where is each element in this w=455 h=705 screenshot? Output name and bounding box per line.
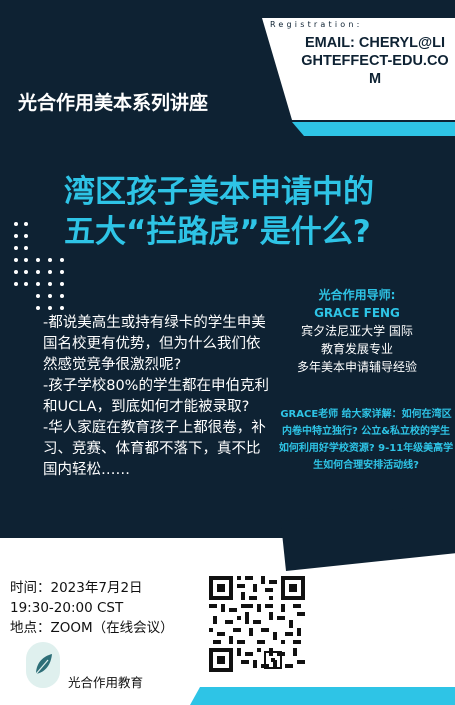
- mentor-credential-1: 宾夕法尼亚大学 国际: [301, 324, 413, 338]
- decorative-dots-icon: [14, 222, 64, 310]
- event-date: 时间：2023年7月2日: [10, 580, 143, 596]
- body-paragraph: -华人家庭在教育孩子上都很卷，补习、竞赛、体育都不落下，真不比国内轻松……: [43, 420, 266, 478]
- body-paragraph: -孩子学校80%的学生都在申伯克利和UCLA，到底如何才能被录取?: [43, 378, 269, 415]
- bottom-accent-stripe: [190, 687, 455, 705]
- mentor-credential-2: 教育发展专业: [320, 342, 393, 356]
- leaf-logo-icon: [26, 642, 60, 688]
- event-time: 19:30-20:00 CST: [10, 600, 124, 616]
- mentor-heading: 光合作用导师:: [318, 288, 396, 302]
- mentor-info: 光合作用导师: GRACE FENG 宾夕法尼亚大学 国际 教育发展专业 多年美…: [282, 286, 432, 376]
- registration-email[interactable]: EMAIL: CHERYL@LIGHTEFFECT-EDU.COM: [301, 35, 449, 87]
- event-info: 时间：2023年7月2日 19:30-20:00 CST 地点：ZOOM（在线会…: [10, 578, 174, 638]
- body-paragraph: -都说美高生或持有绿卡的学生申美国名校更有优势，但为什么我们依然感觉竞争很激烈呢…: [43, 315, 266, 373]
- mentor-name: GRACE FENG: [314, 306, 400, 320]
- body-text: -都说美高生或持有绿卡的学生申美国名校更有优势，但为什么我们依然感觉竞争很激烈呢…: [43, 313, 271, 481]
- registration-accent-stripe: [292, 122, 455, 136]
- qr-code-icon[interactable]: [209, 576, 305, 672]
- event-location: 地点：ZOOM（在线会议）: [10, 620, 174, 636]
- mentor-credential-3: 多年美本申请辅导经验: [296, 360, 417, 374]
- main-title: 湾区孩子美本申请中的 五大“拦路虎”是什么?: [64, 172, 449, 252]
- main-title-line-1: 湾区孩子美本申请中的: [64, 174, 374, 210]
- org-name: 光合作用教育: [68, 675, 144, 690]
- mentor-description: GRACE老师 给大家详解：如何在湾区内卷中特立独行? 公立&私立校的学生如何利…: [278, 409, 454, 471]
- registration-label: Registration:: [270, 20, 363, 29]
- series-title: 光合作用美本系列讲座: [18, 92, 209, 114]
- main-title-line-2: 五大“拦路虎”是什么?: [64, 214, 371, 250]
- registration-box: [262, 18, 455, 120]
